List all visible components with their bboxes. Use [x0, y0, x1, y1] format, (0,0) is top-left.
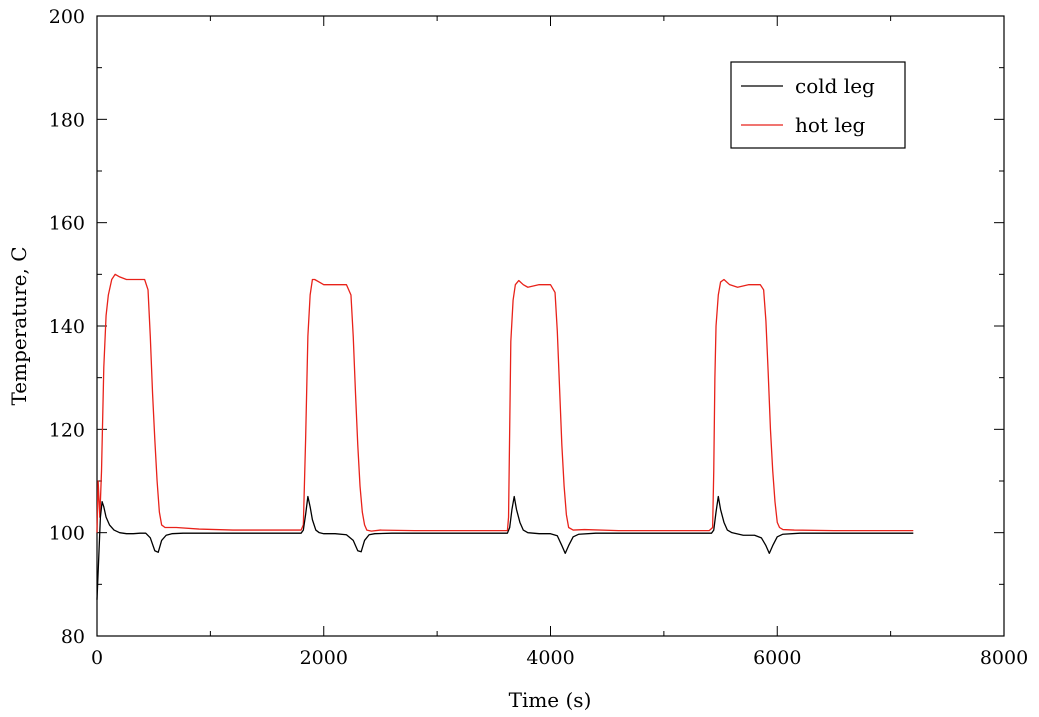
x-tick-label: 0 [91, 647, 103, 669]
axis-tick-labels: 0 2000 4000 6000 8000 80 100 120 140 160 180 200 [49, 6, 1028, 669]
y-tick-label: 120 [49, 419, 85, 441]
legend-box [730, 61, 906, 149]
y-tick-label: 80 [61, 626, 85, 648]
x-tick-label: 2000 [300, 647, 348, 669]
legend: cold leg hot leg [730, 61, 906, 149]
x-tick-label: 8000 [980, 647, 1028, 669]
series-line-hot-leg [96, 273, 914, 533]
axis-ticks [96, 15, 1005, 637]
x-tick-label: 6000 [753, 647, 801, 669]
x-tick-label: 4000 [526, 647, 574, 669]
legend-label-hot-leg: hot leg [795, 113, 866, 137]
legend-label-cold-leg: cold leg [795, 74, 875, 98]
y-axis-label: Temperature, C [7, 246, 31, 405]
y-tick-label: 160 [49, 213, 85, 235]
y-tick-label: 100 [49, 523, 85, 545]
series-line-cold-leg [96, 495, 914, 600]
y-tick-label: 180 [49, 109, 85, 131]
y-tick-label: 200 [49, 6, 85, 28]
y-tick-label: 140 [49, 316, 85, 338]
x-axis-label: Time (s) [509, 688, 592, 712]
series-layer [96, 273, 914, 600]
